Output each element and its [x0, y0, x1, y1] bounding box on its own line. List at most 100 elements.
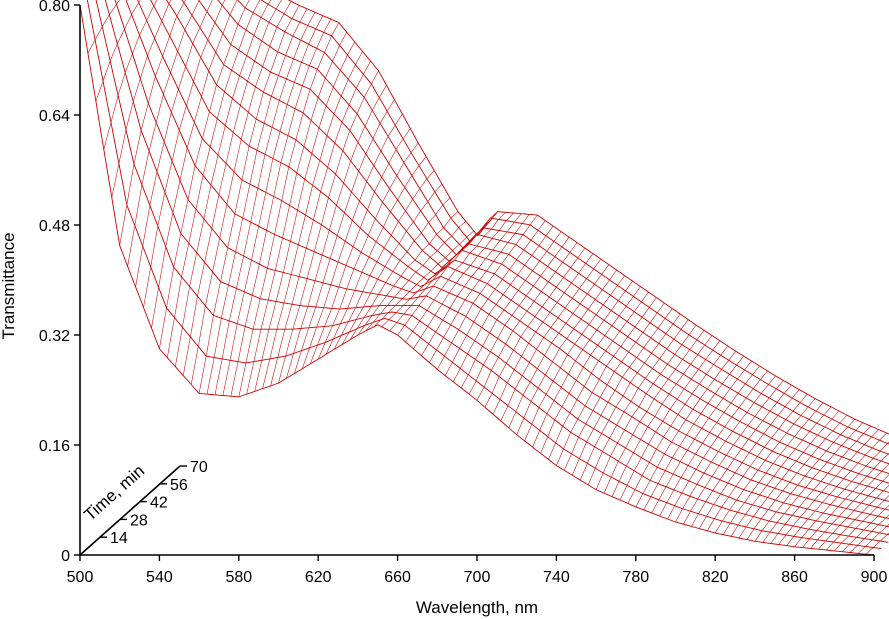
mesh-segment: [199, 11, 208, 28]
mesh-segment: [299, 8, 308, 23]
mesh-segment: [581, 324, 590, 335]
mesh-segment: [625, 280, 633, 292]
mesh-segment: [215, 33, 224, 53]
mesh-segment: [702, 432, 710, 444]
mesh-segment: [373, 150, 382, 166]
mesh-segment: [238, 362, 247, 397]
mesh-segment: [858, 465, 867, 474]
mesh-segment: [328, 174, 336, 198]
mesh-segment: [732, 421, 741, 432]
mesh-segment: [651, 499, 660, 514]
mesh-segment: [636, 347, 644, 358]
mesh-segment: [340, 308, 348, 324]
mesh-segment: [404, 315, 413, 326]
mesh-segment: [285, 329, 294, 357]
mesh-segment: [829, 486, 837, 495]
mesh-segment: [815, 512, 824, 521]
mesh-segment: [456, 273, 464, 284]
mesh-segment: [116, 0, 120, 5]
mesh-segment: [660, 378, 669, 390]
mesh-segment: [300, 25, 309, 41]
mesh-segment: [659, 348, 667, 359]
mesh-segment: [578, 423, 587, 438]
mesh-segment: [230, 24, 239, 45]
mesh-segment: [466, 321, 475, 336]
mesh-segment: [682, 349, 691, 360]
mesh-segment: [622, 367, 630, 378]
mesh-segment: [720, 482, 729, 495]
mesh-segment: [155, 94, 164, 123]
mesh-segment: [865, 539, 873, 547]
mesh-segment: [587, 299, 596, 310]
mesh-segment: [468, 380, 477, 395]
mesh-segment: [880, 453, 889, 462]
mesh-segment: [273, 162, 282, 197]
mesh-segment: [808, 410, 817, 420]
mesh-segment: [221, 284, 229, 319]
mesh-segment: [347, 41, 355, 56]
mesh-segment: [475, 364, 484, 382]
mesh-segment: [861, 495, 869, 504]
mesh-segment: [767, 488, 775, 498]
series-curve-40: [166, 0, 889, 493]
mesh-segment: [846, 500, 854, 509]
mesh-segment: [537, 355, 545, 369]
mesh-segment: [286, 58, 294, 79]
mesh-segment: [505, 330, 513, 345]
mesh-segment: [586, 268, 594, 279]
mesh-segment: [307, 12, 316, 26]
mesh-segment: [583, 373, 592, 387]
mesh-segment: [695, 443, 703, 455]
mesh-segment: [585, 410, 594, 425]
mesh-segment: [295, 112, 304, 140]
mesh-segment: [416, 277, 424, 285]
mesh-segment: [483, 370, 492, 388]
mesh-segment: [532, 430, 540, 448]
mesh-segment: [444, 235, 452, 243]
mesh-segment: [621, 351, 629, 362]
mesh-segment: [857, 546, 866, 554]
mesh-segment: [222, 360, 231, 396]
mesh-segment: [555, 425, 563, 443]
mesh-segment: [395, 305, 404, 313]
mesh-segment: [321, 230, 330, 256]
mesh-segment: [163, 72, 171, 95]
mesh-segment: [714, 507, 722, 519]
mesh-segment: [535, 321, 544, 333]
mesh-segment: [778, 419, 787, 430]
mesh-segment: [579, 278, 587, 289]
mesh-segment: [693, 413, 702, 425]
mesh-segment: [541, 281, 549, 292]
mesh-segment: [369, 261, 378, 276]
mesh-segment: [744, 360, 752, 371]
mesh-segment: [142, 205, 151, 247]
mesh-segment: [371, 305, 380, 316]
time-tick-label: 14: [110, 530, 128, 547]
mesh-segment: [355, 291, 363, 308]
mesh-segment: [871, 429, 879, 438]
mesh-segment: [140, 103, 149, 131]
mesh-segment: [765, 463, 774, 474]
mesh-segment: [652, 358, 660, 369]
mesh-segment: [729, 364, 737, 375]
mesh-segment: [668, 369, 676, 380]
mesh-segment: [270, 51, 278, 73]
mesh-segment: [156, 141, 165, 172]
mesh-segment: [709, 422, 718, 433]
mesh-segment: [553, 231, 562, 242]
mesh-segment: [492, 240, 501, 251]
mesh-segment: [278, 55, 286, 76]
mesh-segment: [684, 393, 693, 405]
mesh-segment: [300, 306, 309, 329]
mesh-segment: [125, 101, 134, 130]
mesh-segment: [484, 393, 493, 408]
mesh-segment: [490, 338, 498, 352]
mesh-segment: [586, 428, 594, 443]
mesh-segment: [363, 306, 372, 318]
mesh-segment: [292, 21, 301, 37]
mesh-segment: [777, 524, 786, 534]
mesh-segment: [182, 336, 191, 376]
mesh-segment: [430, 263, 439, 272]
mesh-segment: [575, 349, 583, 361]
mesh-segment: [124, 14, 132, 30]
